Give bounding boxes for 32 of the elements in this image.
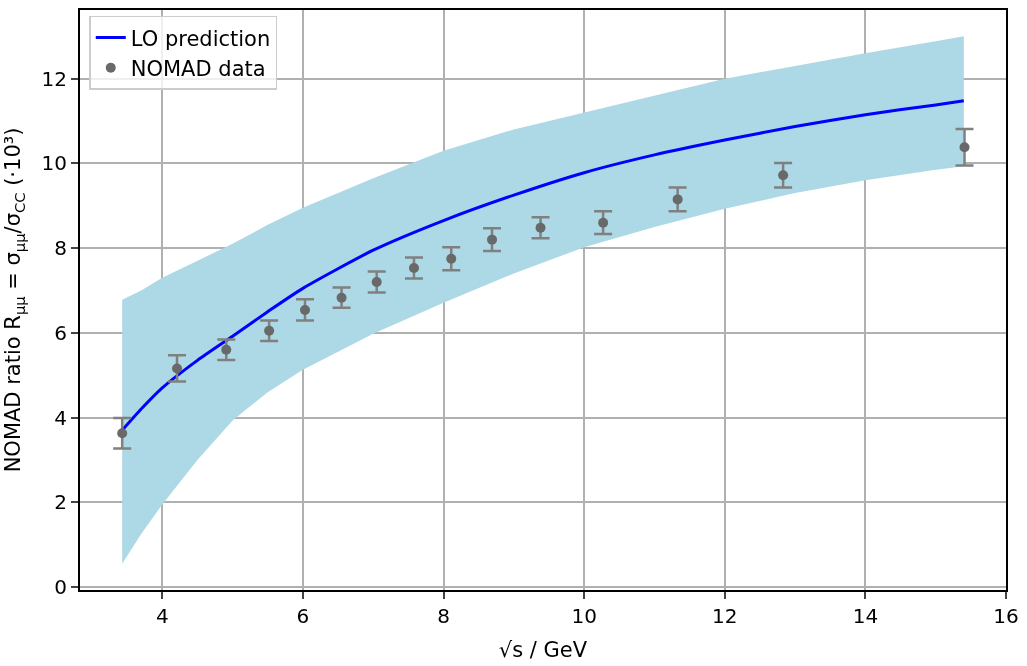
point	[959, 142, 970, 153]
y-tick-label: 6	[54, 320, 67, 345]
legend-label: NOMAD data	[130, 56, 266, 81]
point	[408, 263, 419, 274]
point	[371, 276, 382, 287]
point	[264, 325, 275, 336]
x-tick-label: 16	[993, 604, 1019, 628]
point	[336, 292, 347, 303]
y-tick-label: 12	[41, 66, 67, 91]
x-axis-title: √s / GeV	[498, 637, 588, 662]
x-tick-label: 10	[571, 604, 597, 628]
point	[487, 234, 498, 245]
point	[598, 217, 609, 228]
point	[300, 304, 310, 315]
x-tick-label: 8	[437, 604, 450, 628]
x-tick-label: 12	[712, 604, 738, 628]
y-tick-label: 8	[54, 236, 67, 261]
legend-label: LO prediction	[130, 26, 271, 51]
y-tick-label: 10	[41, 151, 67, 176]
x-tick-label: 14	[852, 604, 879, 628]
point	[778, 170, 789, 181]
point	[446, 253, 457, 264]
point	[535, 222, 546, 233]
x-tick-label: 4	[155, 604, 169, 628]
y-tick-label: 4	[54, 405, 67, 430]
point	[172, 363, 183, 374]
point	[117, 428, 128, 439]
point	[221, 344, 232, 355]
y-tick-label: 0	[54, 575, 67, 600]
x-tick-label: 6	[296, 604, 310, 628]
point	[672, 194, 683, 205]
y-tick-label: 2	[54, 490, 67, 515]
